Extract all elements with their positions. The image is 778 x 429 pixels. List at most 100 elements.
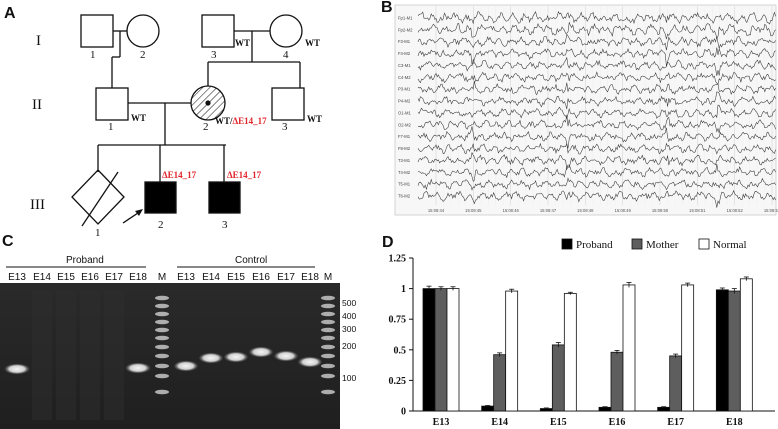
pedigree-number: 3: [211, 49, 217, 61]
gel-ladder-band: [155, 327, 169, 333]
gel-ladder-band: [321, 389, 335, 395]
gel-ladder-band: [321, 363, 335, 369]
genotype-label: WT: [307, 114, 322, 124]
gel-ladder-band: [155, 319, 169, 325]
eeg-trace: [417, 189, 776, 208]
gel-lane-smear: [104, 290, 124, 420]
mutation-label: ΔE14_17: [227, 170, 262, 180]
gel-band: [4, 363, 30, 375]
gel-ladder-band: [321, 335, 335, 341]
legend-label: Mother: [646, 239, 679, 251]
gel-ladder-size-label: 100: [342, 373, 356, 383]
eeg-channel-label: Fp2-M2: [398, 27, 413, 32]
pedigree-number: 2: [158, 219, 164, 231]
chart-bars: [422, 276, 753, 412]
eeg-trace: [417, 114, 776, 134]
gel-ladder-size-label: 300: [342, 324, 356, 334]
gel-ladder-size-label: 200: [342, 341, 356, 351]
eeg-time-label: 15:08:50: [652, 208, 669, 213]
gel-lane-label: E17: [277, 272, 295, 283]
bar-proband: [715, 289, 729, 412]
gel-ladder-band: [155, 295, 169, 301]
bar-normal: [739, 278, 753, 412]
gel-lane-label: E16: [252, 272, 270, 283]
eeg-time-label: 15:08:49: [615, 208, 632, 213]
pedigree-number: 1: [108, 121, 114, 133]
deceased-mark: [81, 171, 119, 227]
mutation-label: ΔE14_17: [162, 170, 197, 180]
bar-normal: [446, 288, 460, 412]
pedigree-number: 2: [140, 49, 146, 61]
eeg-channel-label: C3-M1: [398, 63, 411, 68]
eeg-channel-label: F7-M1: [398, 134, 411, 139]
pedigree-affected-male-iii3: [208, 181, 241, 214]
x-tick-label: E18: [726, 417, 743, 428]
legend-swatch: [561, 238, 573, 250]
gel-panel: C Proband Control E13 E14 E15 E16 E17 E18 M E13…: [0, 233, 356, 429]
pedigree-number: 3: [282, 121, 288, 133]
eeg-channel-label: Fp1-M1: [398, 15, 413, 20]
panel-label-a: A: [4, 5, 16, 22]
proband-arrow-head-icon: [135, 209, 143, 216]
bar-normal: [681, 284, 695, 412]
eeg-time-label: 15:08:44: [428, 208, 445, 213]
gel-lane-smear: [56, 290, 76, 420]
eeg-time-label: 15:08:53: [764, 208, 778, 213]
chart-legend: Proband Mother Normal: [561, 238, 747, 251]
x-tick-label: E17: [667, 417, 684, 428]
legend-swatch: [698, 238, 710, 250]
pedigree-number: 1: [95, 227, 101, 239]
gel-ladder-band: [155, 311, 169, 317]
eeg-trace: [417, 33, 776, 51]
eeg-trace: [417, 71, 776, 85]
gel-ladder-band: [321, 319, 335, 325]
eeg-channel-label: C4-M2: [398, 75, 411, 80]
eeg-trace: [417, 10, 776, 25]
y-tick-label: 0.5: [394, 345, 407, 356]
gel-ladder-band: [321, 327, 335, 333]
eeg-channel-label: T5-M1: [398, 182, 411, 187]
eeg-channel-label: P3-M1: [398, 87, 411, 92]
gel-lane-label: E15: [227, 272, 245, 283]
eeg-time-labels: 15:08:44 15:08:45 15:08:46 15:08:47 15:08:48…: [428, 208, 778, 213]
gel-ladder-band: [321, 295, 335, 301]
generation-label-3: III: [30, 197, 45, 213]
pedigree-male-i3: [201, 14, 235, 48]
generation-label-1: I: [36, 33, 41, 49]
pedigree-male-ii1: [95, 87, 129, 121]
eeg-time-label: 15:08:46: [503, 208, 520, 213]
gel-band: [125, 362, 151, 374]
gel-lane-smear: [32, 290, 52, 420]
pedigree-panel: A I II III 1 2 3 WT 4 WT: [4, 5, 322, 239]
x-tick-label: E14: [491, 417, 508, 428]
panel-label-c: C: [2, 233, 14, 250]
y-tick-label: 1.25: [389, 254, 407, 265]
generation-label-2: II: [32, 97, 42, 113]
pedigree-number: 2: [203, 121, 209, 133]
gel-ladder-band: [155, 353, 169, 359]
x-tick-label: E15: [550, 417, 567, 428]
eeg-panel: B Fp1-M1 Fp2-M2 F3-M1 F4-M2 C3-M1 C4-M2 P3-M1 P…: [381, 0, 778, 216]
eeg-trace: [417, 21, 776, 40]
gel-marker-label: M: [324, 272, 332, 283]
pedigree-affected-male-iii2: [144, 181, 177, 214]
bar-mother: [727, 290, 741, 412]
legend-swatch: [631, 238, 643, 250]
eeg-time-label: 15:08:47: [540, 208, 557, 213]
genotype-label: WT/ΔE14_17: [215, 116, 267, 126]
carrier-dot-icon: [205, 100, 211, 106]
bar-normal: [622, 284, 636, 412]
y-tick-label: 0.25: [389, 376, 407, 387]
gel-marker-label: M: [158, 272, 166, 283]
gel-lane-label: E14: [202, 272, 220, 283]
y-tick-label: 0: [401, 407, 406, 418]
gel-lane-label: E15: [57, 272, 75, 283]
bar-mother: [610, 351, 624, 412]
gel-ladder-band: [155, 344, 169, 350]
gel-ladder-band: [321, 303, 335, 309]
eeg-channel-label: T6-M2: [398, 194, 411, 199]
gel-lane-label: E13: [8, 272, 26, 283]
legend-label: Normal: [713, 239, 747, 251]
bar-proband: [481, 405, 495, 412]
